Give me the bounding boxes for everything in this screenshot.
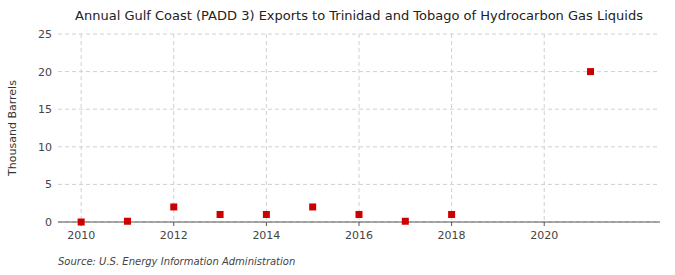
y-grid-line xyxy=(58,109,660,110)
x-grid-line xyxy=(359,34,360,222)
x-tick-label: 2010 xyxy=(67,229,95,242)
x-tick xyxy=(544,222,545,226)
x-tick xyxy=(451,222,452,226)
x-tick xyxy=(266,222,267,226)
source-note: Source: U.S. Energy Information Administ… xyxy=(58,256,295,267)
x-tick-label: 2014 xyxy=(252,229,280,242)
x-tick xyxy=(173,222,174,226)
point xyxy=(170,203,177,210)
y-tick-label: 0 xyxy=(45,216,52,229)
y-tick-label: 15 xyxy=(38,103,52,116)
y-tick-label: 25 xyxy=(38,28,52,41)
y-axis-label: Thousand Barrels xyxy=(6,80,19,177)
chart-svg: Annual Gulf Coast (PADD 3) Exports to Tr… xyxy=(0,0,675,275)
points xyxy=(78,68,594,225)
point xyxy=(356,211,363,218)
y-tick-label: 20 xyxy=(38,66,52,79)
x-tick-label: 2012 xyxy=(160,229,188,242)
title: Annual Gulf Coast (PADD 3) Exports to Tr… xyxy=(75,8,643,23)
x-tick xyxy=(359,222,360,226)
y-tick-label: 10 xyxy=(38,141,52,154)
point xyxy=(448,211,455,218)
x-grid-line xyxy=(266,34,267,222)
x-axis-line xyxy=(58,222,660,223)
grid xyxy=(58,34,660,222)
point xyxy=(78,219,85,226)
point xyxy=(402,218,409,225)
point xyxy=(124,218,131,225)
x-grid-line xyxy=(451,34,452,222)
x-grid-line xyxy=(544,34,545,222)
x-tick-label: 2020 xyxy=(530,229,558,242)
y-tick-label: 5 xyxy=(45,178,52,191)
x-tick-label: 2016 xyxy=(345,229,373,242)
x-tick-label: 2018 xyxy=(438,229,466,242)
point xyxy=(309,203,316,210)
x-grid-line xyxy=(81,34,82,222)
x-grid-line xyxy=(173,34,174,222)
point xyxy=(217,211,224,218)
point xyxy=(587,68,594,75)
y-grid-line xyxy=(58,222,660,223)
chart-container: Annual Gulf Coast (PADD 3) Exports to Tr… xyxy=(0,0,675,275)
point xyxy=(263,211,270,218)
